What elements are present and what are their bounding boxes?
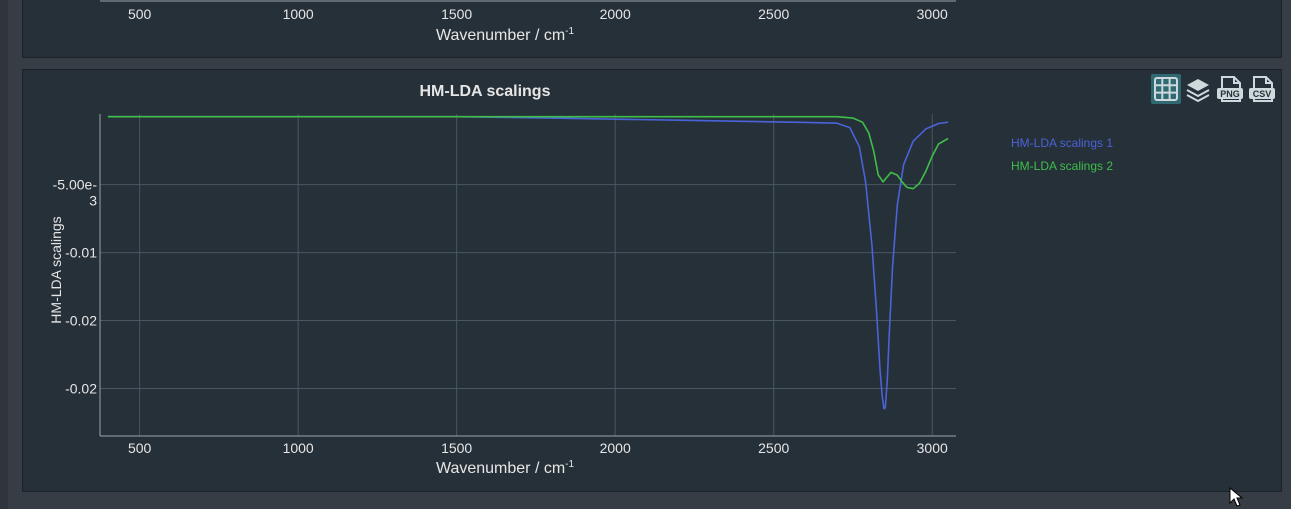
previous-chart-svg: 500 1000 1500 2000 2500 3000 Wavenumber / cm-… xyxy=(100,0,956,44)
png-export-button[interactable]: PNG xyxy=(1215,74,1245,104)
x-tick-label: 1500 xyxy=(441,440,472,456)
x-tick-label: 2000 xyxy=(600,440,631,456)
previous-x-tick-label: 1000 xyxy=(283,6,314,22)
chart-toolbar: PNG CSV xyxy=(1151,74,1277,104)
y-tick-label: -0.02 xyxy=(65,380,97,396)
csv-export-icon: CSV xyxy=(1249,76,1275,102)
layers-icon xyxy=(1186,79,1210,102)
mouse-pointer-icon xyxy=(1229,487,1243,507)
series-line-2 xyxy=(107,115,949,190)
csv-export-button[interactable]: CSV xyxy=(1247,74,1277,104)
previous-x-tick-label: 3000 xyxy=(917,6,948,22)
chart-panel: HM-LDA scalings 500 1000 1500 2000 2500 3000 -… xyxy=(22,69,1282,492)
legend-item-series-1[interactable]: HM-LDA scalings 1 xyxy=(1011,136,1114,150)
y-tick-label: -5.00e-3 xyxy=(53,177,98,209)
legend-item-series-2[interactable]: HM-LDA scalings 2 xyxy=(1011,159,1114,173)
chart-legend: HM-LDA scalings 1 HM-LDA scalings 2 xyxy=(1011,136,1113,182)
svg-text:CSV: CSV xyxy=(1253,89,1272,99)
previous-x-tick-label: 1500 xyxy=(441,6,472,22)
hm-lda-chart-svg: HM-LDA scalings 500 1000 1500 2000 2500 3000 -… xyxy=(48,83,956,477)
previous-x-tick-label: 500 xyxy=(128,6,152,22)
previous-x-tick-label: 2500 xyxy=(758,6,789,22)
grid-icon xyxy=(1154,77,1178,101)
svg-text:PNG: PNG xyxy=(1220,89,1240,99)
window-left-edge xyxy=(0,0,8,509)
y-axis-label: HM-LDA scalings xyxy=(48,216,64,323)
grid-toggle-button[interactable] xyxy=(1151,74,1181,104)
x-tick-label: 2500 xyxy=(758,440,789,456)
previous-x-tick-label: 2000 xyxy=(600,6,631,22)
chart-title: HM-LDA scalings xyxy=(420,83,551,100)
x-axis-label: Wavenumber / cm-1 xyxy=(436,459,575,477)
x-tick-label: 500 xyxy=(128,440,152,456)
layers-button[interactable] xyxy=(1183,74,1213,104)
y-tick-label: -0.01 xyxy=(65,245,97,261)
x-tick-label: 1000 xyxy=(283,440,314,456)
x-tick-label: 3000 xyxy=(917,440,948,456)
y-tick-label: -0.02 xyxy=(65,313,97,329)
png-export-icon: PNG xyxy=(1217,76,1243,102)
previous-x-axis-label: Wavenumber / cm-1 xyxy=(436,26,575,44)
series-line-1 xyxy=(107,115,949,410)
previous-chart-panel: 500 1000 1500 2000 2500 3000 Wavenumber / cm-… xyxy=(22,0,1282,58)
